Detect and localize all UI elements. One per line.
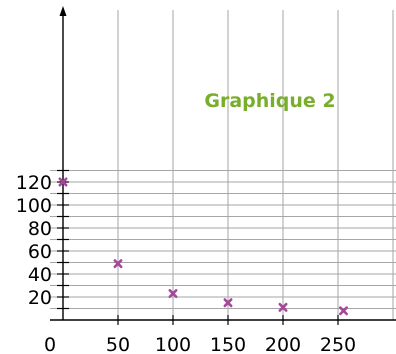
- x-tick-label: 50: [106, 334, 130, 354]
- y-tick-label: 40: [28, 264, 52, 286]
- y-tick-label: 100: [16, 195, 52, 217]
- x-tick-label: 150: [210, 334, 246, 354]
- y-tick-label: 120: [16, 172, 52, 194]
- y-axis-arrow: [60, 6, 67, 16]
- origin-label: 0: [44, 334, 56, 354]
- y-tick-label: 60: [28, 241, 52, 263]
- grid: [50, 10, 396, 320]
- chart-title: Graphique 2: [204, 90, 335, 112]
- data-points: [60, 179, 347, 314]
- x-tick-labels: 50 100 150 200 250: [106, 334, 356, 354]
- y-tick-label: 80: [28, 218, 52, 240]
- y-tick-label: 20: [28, 287, 52, 309]
- x-tick-label: 250: [320, 334, 356, 354]
- x-tick-label: 100: [155, 334, 191, 354]
- x-tick-label: 200: [265, 334, 301, 354]
- axes: [50, 6, 396, 325]
